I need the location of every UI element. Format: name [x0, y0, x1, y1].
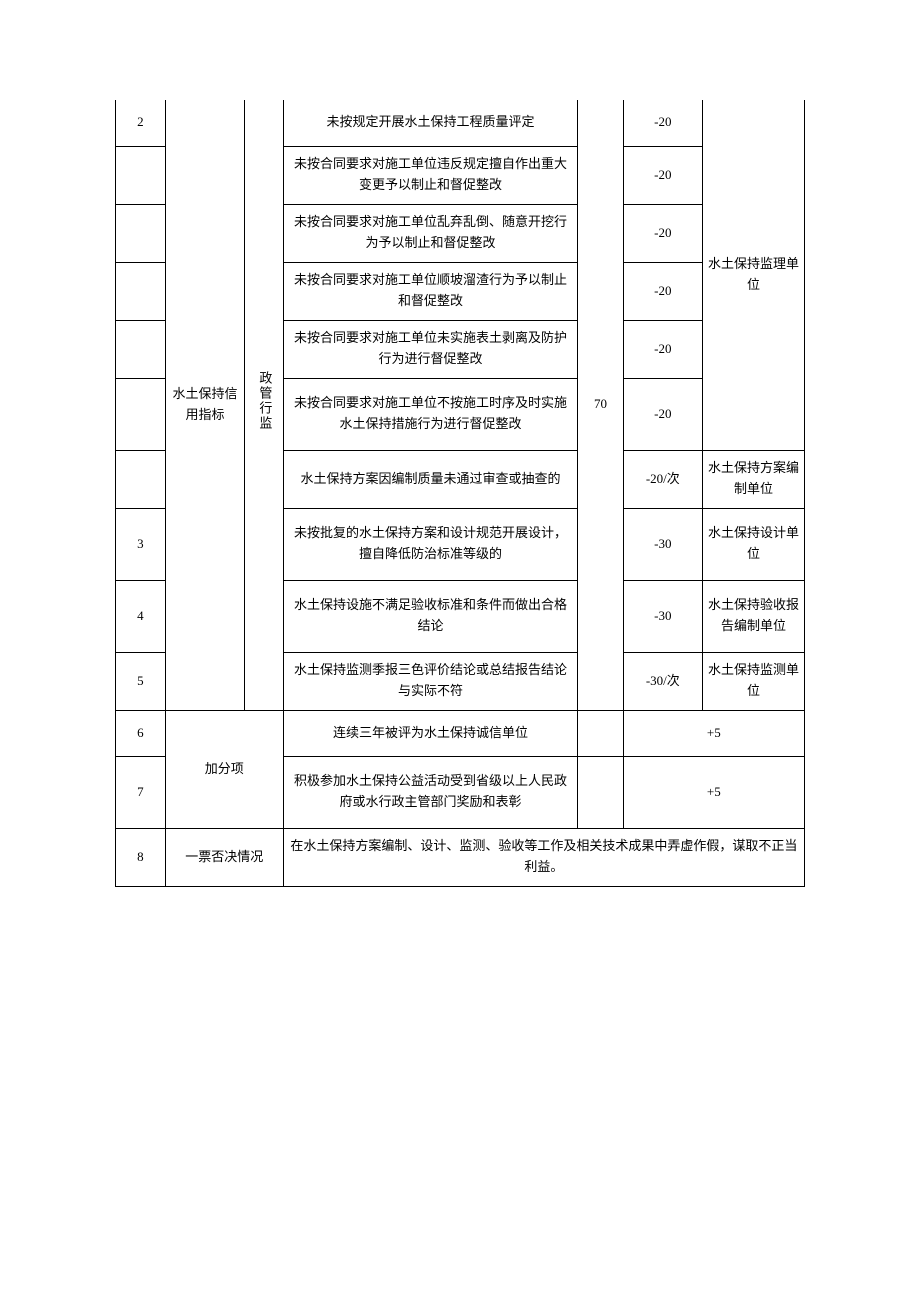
unit-cell: 水土保持监测单位 — [702, 652, 804, 710]
row-index — [116, 146, 166, 204]
row-index — [116, 320, 166, 378]
deduct-cell: -30/次 — [623, 652, 702, 710]
deduct-cell: -20 — [623, 100, 702, 146]
deduct-cell: -20 — [623, 262, 702, 320]
row-index: 3 — [116, 508, 166, 580]
description-cell: 连续三年被评为水土保持诚信单位 — [283, 710, 578, 756]
subcategory-cell: 政管行监 — [245, 100, 284, 710]
deduct-cell: -20 — [623, 378, 702, 450]
veto-label-cell: 一票否决情况 — [165, 828, 283, 886]
unit-cell: 水土保持设计单位 — [702, 508, 804, 580]
row-index: 2 — [116, 100, 166, 146]
empty-cell — [578, 710, 623, 756]
deduct-cell: -20 — [623, 320, 702, 378]
row-index — [116, 378, 166, 450]
bonus-score-cell: +5 — [623, 710, 804, 756]
deduct-cell: -20 — [623, 146, 702, 204]
row-index — [116, 204, 166, 262]
empty-cell — [578, 756, 623, 828]
description-cell: 未按合同要求对施工单位未实施表土剥离及防护行为进行督促整改 — [283, 320, 578, 378]
description-cell: 未按合同要求对施工单位不按施工时序及时实施水土保持措施行为进行督促整改 — [283, 378, 578, 450]
subcategory-label: 政管行监 — [254, 371, 275, 431]
category-label: 水土保持信用指标 — [173, 386, 238, 422]
description-cell: 水土保持设施不满足验收标准和条件而做出合格结论 — [283, 580, 578, 652]
unit-cell: 水土保持验收报告编制单位 — [702, 580, 804, 652]
deduct-cell: -20 — [623, 204, 702, 262]
category-cell: 水土保持信用指标 — [165, 100, 244, 710]
row-index: 5 — [116, 652, 166, 710]
row-index: 8 — [116, 828, 166, 886]
deduct-cell: -30 — [623, 580, 702, 652]
veto-desc-cell: 在水土保持方案编制、设计、监测、验收等工作及相关技术成果中弄虚作假，谋取不正当利… — [283, 828, 804, 886]
description-cell: 水土保持方案因编制质量未通过审查或抽查的 — [283, 450, 578, 508]
description-cell: 未按批复的水土保持方案和设计规范开展设计，擅自降低防治标准等级的 — [283, 508, 578, 580]
credit-indicator-table: 2 水土保持信用指标 政管行监 未按规定开展水土保持工程质量评定 70 -20 … — [115, 100, 805, 887]
score-cell: 70 — [578, 100, 623, 710]
deduct-cell: -20/次 — [623, 450, 702, 508]
row-index: 7 — [116, 756, 166, 828]
unit-cell: 水土保持方案编制单位 — [702, 450, 804, 508]
description-cell: 未按规定开展水土保持工程质量评定 — [283, 100, 578, 146]
bonus-label-cell: 加分项 — [165, 710, 283, 828]
bonus-score-cell: +5 — [623, 756, 804, 828]
description-cell: 未按合同要求对施工单位顺坡溜渣行为予以制止和督促整改 — [283, 262, 578, 320]
description-cell: 未按合同要求对施工单位乱弃乱倒、随意开挖行为予以制止和督促整改 — [283, 204, 578, 262]
row-index — [116, 450, 166, 508]
deduct-cell: -30 — [623, 508, 702, 580]
description-cell: 未按合同要求对施工单位违反规定擅自作出重大变更予以制止和督促整改 — [283, 146, 578, 204]
unit-cell: 水土保持监理单位 — [702, 100, 804, 450]
row-index: 4 — [116, 580, 166, 652]
description-cell: 积极参加水土保持公益活动受到省级以上人民政府或水行政主管部门奖励和表彰 — [283, 756, 578, 828]
description-cell: 水土保持监测季报三色评价结论或总结报告结论与实际不符 — [283, 652, 578, 710]
row-index — [116, 262, 166, 320]
row-index: 6 — [116, 710, 166, 756]
